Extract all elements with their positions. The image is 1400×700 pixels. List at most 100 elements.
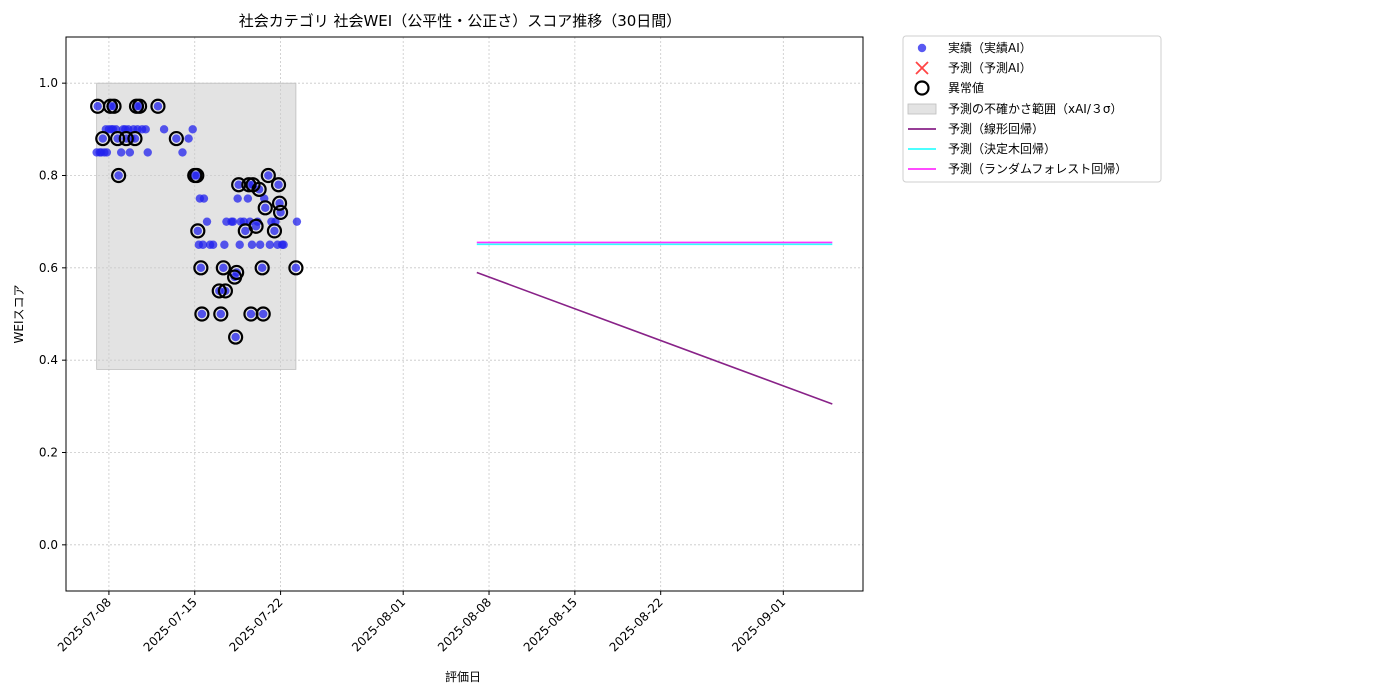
- actual-point: [208, 240, 218, 249]
- actual-point: [143, 148, 152, 157]
- actual-point: [141, 125, 150, 134]
- anomaly-marker: [106, 98, 122, 114]
- anomaly-marker: [257, 200, 273, 216]
- actual-point: [188, 125, 197, 134]
- anomaly-marker: [248, 218, 264, 234]
- anomaly-marker: [270, 177, 287, 193]
- y-tick-label: 0.4: [39, 353, 58, 367]
- chart-title: 社会カテゴリ 社会WEI（公平性・公正さ）スコア推移（30日間）: [239, 12, 682, 30]
- actual-point: [184, 134, 193, 143]
- anomaly-marker: [127, 130, 143, 147]
- anomaly-marker: [95, 130, 111, 147]
- actual-point: [292, 217, 302, 226]
- anomaly-marker: [118, 130, 134, 147]
- anomaly-marker: [228, 329, 244, 345]
- anomaly-marker: [215, 260, 231, 276]
- legend-actual-marker: [917, 43, 927, 53]
- actual-point: [102, 148, 112, 157]
- legend-entry-label: 予測（線形回帰）: [948, 121, 1044, 136]
- actual-point: [270, 226, 279, 236]
- anomaly-marker: [150, 98, 166, 114]
- actual-point: [261, 203, 270, 213]
- anomaly-marker: [271, 195, 288, 211]
- legend-box: [902, 35, 1162, 183]
- legend-entry-label: 予測（予測AI）: [948, 61, 1032, 75]
- anomaly-marker: [288, 260, 304, 276]
- anomaly-marker: [251, 181, 267, 197]
- actual-point: [255, 240, 265, 249]
- actual-point: [243, 194, 253, 203]
- actual-point: [241, 226, 250, 236]
- actual-point: [216, 309, 226, 319]
- anomaly-marker: [255, 306, 271, 322]
- anomaly-marker: [168, 130, 184, 147]
- anomaly-marker: [131, 98, 148, 114]
- actual-point: [247, 240, 257, 249]
- anomaly-marker: [110, 130, 126, 147]
- y-tick-label: 0.0: [39, 538, 58, 552]
- actual-point: [219, 263, 228, 273]
- actual-point: [114, 171, 123, 180]
- plot-area: 2025-07-08 2025-07-15 2025-07-22 2025-08-01…: [39, 36, 864, 654]
- actual-point: [196, 263, 206, 273]
- x-axis-label: 評価日: [445, 669, 481, 684]
- anomaly-marker: [254, 260, 270, 276]
- legend-anomaly-marker: [914, 80, 930, 96]
- actual-point: [220, 240, 229, 249]
- anomaly-marker: [213, 306, 229, 322]
- actual-point: [274, 180, 283, 189]
- actual-point: [116, 148, 126, 157]
- anomaly-marker: [266, 223, 283, 239]
- actual-point: [264, 171, 273, 180]
- legend-prediction-x-marker: [915, 61, 929, 75]
- actual-point: [228, 217, 238, 226]
- actual-point: [193, 226, 203, 236]
- legend-entry-label: 異常値: [948, 80, 984, 95]
- prediction-line: [476, 271, 833, 405]
- actual-point: [199, 194, 209, 203]
- y-tick-label: 1.0: [39, 76, 58, 90]
- legend-entry-label: 予測（決定木回帰）: [948, 141, 1056, 156]
- anomaly-marker: [231, 177, 247, 193]
- anomaly-marker: [193, 260, 209, 276]
- legend-band-swatch: [907, 103, 937, 115]
- actual-point: [125, 148, 135, 157]
- y-tick-label: 0.6: [39, 261, 58, 275]
- actual-point: [257, 263, 267, 273]
- actual-point: [178, 148, 187, 157]
- y-tick-label: 0.8: [39, 169, 58, 183]
- anomaly-marker: [189, 167, 205, 184]
- anomaly-marker: [229, 264, 245, 281]
- anomaly-marker: [260, 167, 276, 184]
- actual-point: [231, 332, 240, 342]
- actual-point: [291, 263, 301, 273]
- anomaly-marker: [190, 223, 206, 239]
- actual-point: [198, 240, 208, 249]
- plot-frame: [65, 36, 864, 592]
- anomaly-marker: [272, 204, 289, 221]
- anomaly-marker: [211, 283, 227, 299]
- actual-point: [153, 102, 163, 111]
- y-tick-label: 0.2: [39, 446, 58, 460]
- anomaly-marker: [111, 167, 127, 184]
- actual-point: [159, 125, 169, 134]
- actual-point: [235, 240, 244, 249]
- legend-entry-label: 予測の不確かさ範囲（xAI/３σ）: [948, 101, 1123, 116]
- anomaly-marker: [217, 283, 233, 299]
- anomaly-marker: [194, 306, 210, 322]
- actual-point: [254, 185, 264, 194]
- actual-point: [197, 309, 207, 319]
- legend-entry-label: 実績（実績AI）: [948, 40, 1032, 55]
- actual-point: [93, 102, 102, 111]
- actual-point: [172, 134, 181, 143]
- actual-point: [192, 171, 201, 180]
- actual-point: [233, 194, 242, 203]
- actual-point: [246, 309, 256, 319]
- actual-point: [234, 180, 243, 189]
- y-axis-label: WEIスコア: [12, 285, 26, 344]
- legend-entry-label: 予測（ランダムフォレスト回帰）: [948, 161, 1127, 176]
- actual-point: [279, 240, 288, 249]
- actual-point: [98, 134, 107, 143]
